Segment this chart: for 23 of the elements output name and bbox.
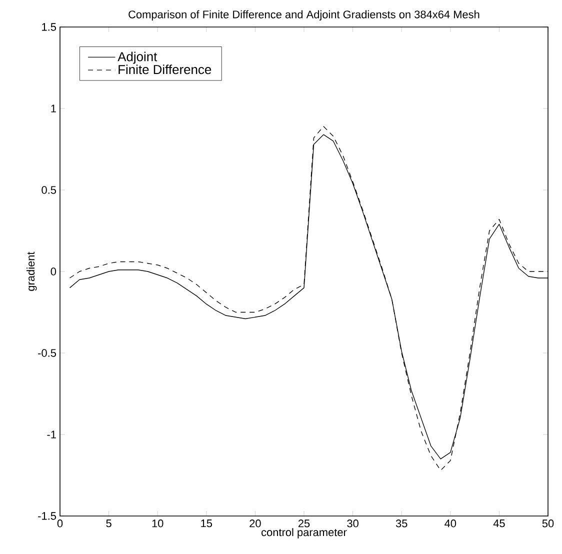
x-tick-label: 30 <box>347 520 358 528</box>
x-tick-label: 5 <box>106 520 112 528</box>
y-tick-label: -1 <box>47 430 56 438</box>
legend-label: Adjoint <box>118 52 158 64</box>
x-tick-label: 15 <box>201 520 212 528</box>
y-tick-label: 1 <box>51 104 56 112</box>
x-tick-label: 35 <box>396 520 408 528</box>
x-tick-label: 25 <box>298 520 310 528</box>
x-tick-label: 0 <box>57 520 63 528</box>
y-tick-label: -1.5 <box>38 512 56 520</box>
x-tick-label: 10 <box>152 520 164 528</box>
y-tick-label: 1.5 <box>42 23 56 31</box>
y-tick-label: 0.5 <box>42 186 56 194</box>
x-tick-label: 45 <box>493 520 505 528</box>
chart-title: Comparison of Finite Difference and Adjoint Gradiensts on 384x64 Mesh <box>128 10 480 20</box>
x-tick-label: 40 <box>444 520 456 528</box>
y-axis-title: gradient <box>26 252 37 291</box>
y-tick-label: 0 <box>50 268 56 276</box>
y-tick-label: -0.5 <box>38 349 56 357</box>
x-tick-label: 50 <box>542 520 554 528</box>
x-tick-label: 20 <box>250 520 261 528</box>
x-axis-title: control parameter <box>262 528 347 538</box>
legend-label: Finite Difference <box>118 64 212 74</box>
